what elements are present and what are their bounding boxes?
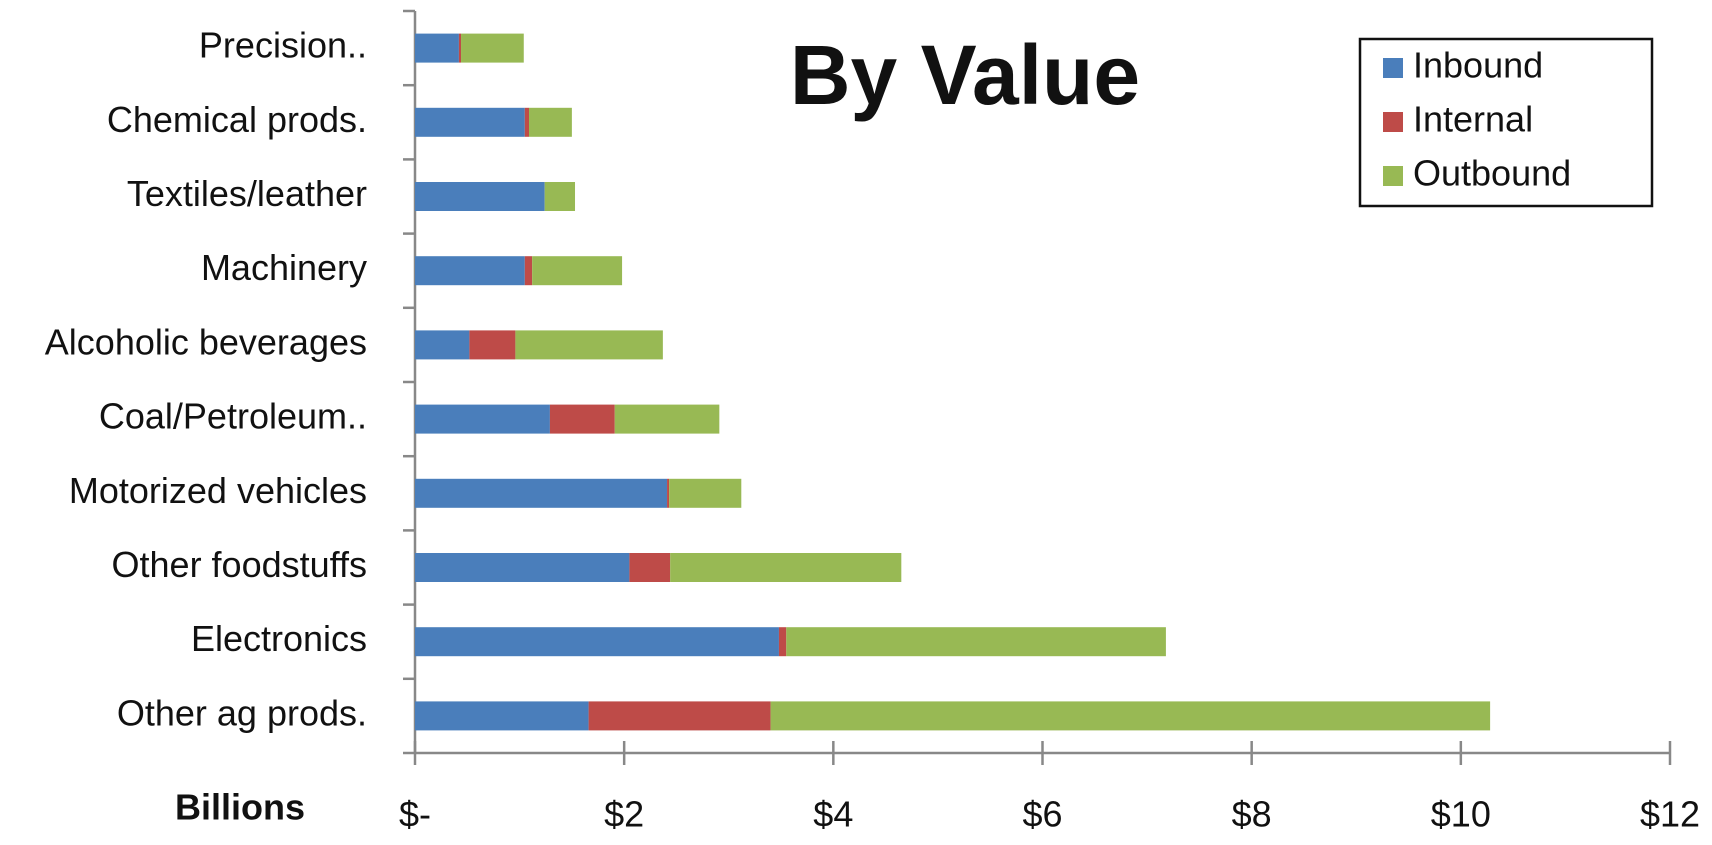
y-tick-label: Motorized vehicles <box>69 470 367 511</box>
x-tick-label: $6 <box>1022 794 1062 835</box>
bar-segment <box>588 701 771 731</box>
bar-segment <box>515 330 663 360</box>
chart-title: By Value <box>790 28 1140 122</box>
bar-segment <box>528 107 572 137</box>
bar-segment <box>667 478 670 508</box>
bar-segment <box>544 182 576 211</box>
bar-segment <box>549 404 615 434</box>
bar-segment <box>670 553 902 582</box>
bar-segment <box>524 256 533 286</box>
y-tick-label: Machinery <box>201 247 367 288</box>
bar-segment <box>461 33 524 63</box>
bar-segment <box>415 627 779 657</box>
y-tick-label: Other ag prods. <box>117 692 367 733</box>
bar-segment <box>415 330 470 360</box>
legend-box <box>1358 37 1654 208</box>
x-tick-label: $- <box>399 794 431 835</box>
bar-segment <box>770 701 1491 731</box>
bar-segment <box>629 553 671 582</box>
legend-label: Inbound <box>1413 45 1543 86</box>
bar-segment <box>415 553 630 582</box>
x-tick-label: $4 <box>813 794 853 835</box>
x-tick-label: $10 <box>1431 794 1491 835</box>
y-tick-label: Precision.. <box>199 25 367 66</box>
bar-segment <box>532 256 623 286</box>
bar-segment <box>786 627 1166 657</box>
y-tick-label: Electronics <box>191 618 367 659</box>
x-tick-label: $8 <box>1232 794 1272 835</box>
y-tick-label: Other foodstuffs <box>112 544 367 585</box>
bar-segment <box>524 107 529 137</box>
legend-swatch <box>1383 112 1403 132</box>
y-tick-label: Coal/Petroleum.. <box>99 396 367 437</box>
bar-segment <box>778 627 787 657</box>
x-tick-label: $2 <box>604 794 644 835</box>
y-tick-label: Textiles/leather <box>127 173 367 214</box>
bar-segment <box>669 478 742 508</box>
x-axis-label: Billions <box>175 787 305 828</box>
bar-segment <box>614 404 720 434</box>
bar-segment <box>469 330 516 360</box>
bar-segment <box>415 256 525 286</box>
bar-segment <box>415 701 589 731</box>
legend-label: Internal <box>1413 99 1533 140</box>
legend-swatch <box>1383 166 1403 186</box>
legend-label: Outbound <box>1413 153 1571 194</box>
bar-segment <box>415 33 459 63</box>
x-tick-label: $12 <box>1640 794 1700 835</box>
bar-segment <box>415 182 545 211</box>
y-tick-label: Alcoholic beverages <box>45 321 367 362</box>
y-tick-label: Chemical prods. <box>107 99 367 140</box>
bar-segment <box>458 33 462 63</box>
bar-segment <box>415 404 550 434</box>
legend-swatch <box>1383 58 1403 78</box>
bar-segment <box>415 478 668 508</box>
bar-segment <box>415 107 525 137</box>
